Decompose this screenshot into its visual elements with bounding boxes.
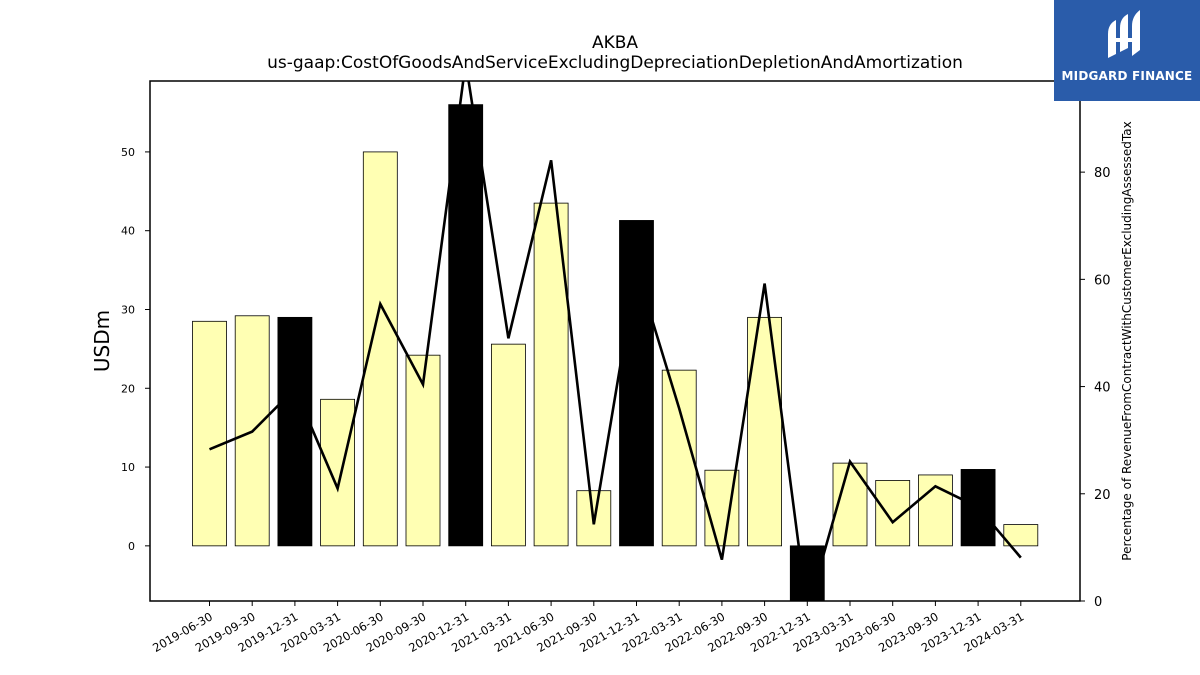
- y-tick-label: 50: [121, 146, 135, 159]
- left-y-axis: 0 10 20 30 40 50: [121, 146, 150, 553]
- percentage-line: [209, 81, 1022, 601]
- y-tick-label: 30: [121, 303, 135, 316]
- midgard-finance-logo: MIDGARD FINANCE: [1054, 0, 1200, 101]
- bar-2020-03-31: [320, 398, 356, 547]
- y2-tick-label: 80: [1094, 166, 1111, 181]
- y2-tick-label: 40: [1094, 381, 1111, 396]
- bar-2019-12-31: [277, 316, 313, 547]
- right-y-axis-label: Percentage of RevenueFromContractWithCus…: [1120, 121, 1134, 560]
- bar-2020-12-31: [448, 104, 484, 547]
- bar-2022-09-30: [747, 316, 782, 547]
- right-y-axis: 0 20 40 60 80: [1080, 166, 1111, 610]
- y-tick-label: 0: [128, 540, 135, 553]
- bar-2019-06-30: [192, 320, 227, 547]
- bar-2022-03-31: [661, 369, 697, 547]
- chart-title: AKBA: [592, 33, 638, 53]
- line-layer: [209, 81, 1022, 601]
- y2-tick-label: 20: [1094, 488, 1111, 503]
- y-tick-label: 40: [121, 225, 135, 238]
- logo-text: MIDGARD FINANCE: [1061, 69, 1193, 83]
- plot-frame: [149, 80, 1081, 602]
- bar-2021-03-31: [490, 343, 526, 547]
- chart-subtitle: us-gaap:CostOfGoodsAndServiceExcludingDe…: [267, 53, 963, 73]
- bar-2020-06-30: [362, 151, 398, 547]
- y-tick-label: 10: [121, 461, 135, 474]
- y2-tick-label: 0: [1094, 595, 1102, 610]
- midgard-logo-icon: [1108, 10, 1140, 58]
- x-axis: 2019-06-302019-09-302019-12-312020-03-31…: [150, 601, 1026, 655]
- bar-2024-03-31: [1003, 524, 1039, 547]
- y2-tick-label: 60: [1094, 273, 1111, 288]
- y-tick-label: 20: [121, 382, 135, 395]
- y-axis-label: USDm: [90, 310, 114, 372]
- bars-layer: [192, 104, 1039, 601]
